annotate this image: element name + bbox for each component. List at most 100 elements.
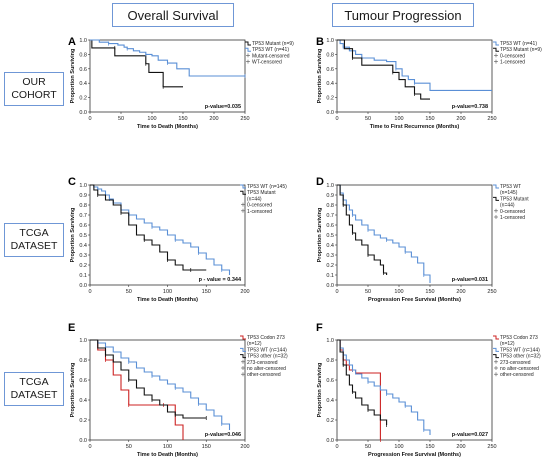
- y-tick-label: 0.8: [326, 358, 334, 364]
- x-tick-label: 0: [88, 116, 91, 122]
- x-tick-label: 0: [335, 444, 338, 450]
- p-value-label: p-value=0.046: [205, 432, 241, 438]
- y-tick-label: 1.0: [326, 338, 334, 344]
- panel-letter-c: C: [68, 176, 76, 188]
- y-tick-label: 0.3: [326, 253, 334, 259]
- legend-swatch-blue: [240, 184, 246, 189]
- x-tick-label: 50: [126, 289, 132, 295]
- survival-curve-blue: [90, 184, 231, 275]
- x-axis-label: Time to Death (Months): [137, 124, 198, 130]
- x-tick-label: 50: [118, 116, 124, 122]
- legend-swatch-blue: [493, 184, 499, 189]
- y-tick-label: 0.4: [79, 243, 87, 249]
- y-tick-label: 0.6: [326, 67, 334, 73]
- legend-entry: TP53 WT: [500, 184, 521, 190]
- x-tick-label: 150: [425, 116, 434, 122]
- x-tick-label: 100: [394, 289, 403, 295]
- legend-swatch-black: [493, 196, 499, 201]
- x-tick-label: 0: [88, 289, 91, 295]
- legend-entry: TP53 Codon 273: [500, 335, 538, 341]
- panel-letter-e: E: [68, 322, 76, 334]
- legend-swatch-blue: [245, 47, 251, 52]
- y-tick-label: 0.2: [79, 96, 87, 102]
- y-tick-label: 0.4: [79, 81, 87, 87]
- legend-entry: TP53 Mutant: [500, 196, 529, 202]
- legend-swatch-black: [240, 190, 246, 195]
- legend-swatch-black: [493, 354, 499, 359]
- legend-entry: (n=12): [247, 341, 262, 347]
- p-value-label: p-value=0.027: [452, 432, 488, 438]
- plot-frame: [336, 39, 493, 113]
- legend-entry: TP53 WT (n=41): [500, 41, 537, 47]
- legend-swatch-blue: [493, 347, 499, 352]
- row-label-line1: OUR: [22, 76, 46, 88]
- y-axis-label: Proportion Surviving: [317, 49, 323, 104]
- y-tick-label: 0.4: [326, 243, 334, 249]
- header-tumour-progression-text: Tumour Progression: [344, 7, 462, 23]
- x-tick-label: 0: [335, 289, 338, 295]
- y-tick-label: 0.8: [326, 52, 334, 58]
- survival-curve-black: [90, 39, 183, 88]
- y-tick-label: 0.2: [326, 96, 334, 102]
- legend-entry: (n=44): [500, 203, 515, 209]
- legend-entry: 1-censored: [247, 209, 272, 215]
- y-tick-label: 1.0: [79, 338, 87, 344]
- x-tick-label: 250: [487, 289, 496, 295]
- y-tick-label: 0.6: [79, 67, 87, 73]
- x-tick-label: 50: [365, 289, 371, 295]
- legend-entry: 0-censored: [247, 203, 272, 209]
- y-tick-label: 0.7: [326, 213, 334, 219]
- legend-entry: TP53 other (n=32): [247, 354, 288, 360]
- legend-swatch-red: [240, 335, 246, 340]
- y-tick-label: 0.2: [79, 418, 87, 424]
- row-label-line2: DATASET: [10, 389, 58, 401]
- x-tick-label: 150: [425, 289, 434, 295]
- x-tick-label: 50: [365, 116, 371, 122]
- y-tick-label: 0.4: [79, 398, 87, 404]
- legend-entry: 1-censored: [500, 215, 525, 221]
- y-tick-label: 0.8: [79, 203, 87, 209]
- survival-curve-blue: [90, 39, 245, 77]
- y-tick-label: 0.4: [326, 398, 334, 404]
- y-tick-label: 0.6: [79, 378, 87, 384]
- y-axis-label: Proportion Surviving: [70, 363, 76, 418]
- y-tick-label: 0.8: [79, 358, 87, 364]
- p-value-label: p-value=0.035: [205, 104, 241, 110]
- x-tick-label: 100: [394, 116, 403, 122]
- y-tick-label: 0.0: [326, 283, 334, 289]
- legend-entry: no alter-censored: [500, 366, 539, 372]
- legend-swatch-black: [493, 47, 499, 52]
- x-tick-label: 250: [240, 116, 249, 122]
- survival-curve-black: [90, 184, 207, 271]
- legend-swatch-blue: [493, 41, 499, 46]
- y-tick-label: 0.5: [79, 233, 87, 239]
- y-tick-label: 0.3: [79, 253, 87, 259]
- panel-letter-d: D: [316, 176, 324, 188]
- panel-letter-f: F: [316, 322, 323, 334]
- x-tick-label: 150: [425, 444, 434, 450]
- x-tick-label: 200: [240, 289, 249, 295]
- y-tick-label: 0.1: [326, 273, 334, 279]
- x-tick-label: 50: [126, 444, 132, 450]
- x-tick-label: 150: [202, 444, 211, 450]
- x-axis-label: Progression Free Survival (Months): [368, 452, 461, 458]
- legend-entry: 0-censored: [500, 53, 525, 59]
- x-tick-label: 250: [487, 444, 496, 450]
- x-axis-label: Time to Death (Months): [137, 297, 198, 303]
- y-tick-label: 0.7: [79, 213, 87, 219]
- y-tick-label: 0.2: [326, 418, 334, 424]
- legend-entry: TP53 Codon 273: [247, 335, 285, 341]
- legend-entry: other-censored: [500, 372, 534, 378]
- x-tick-label: 0: [88, 444, 91, 450]
- plot-frame: [336, 339, 493, 441]
- y-axis-label: Proportion Surviving: [317, 208, 323, 263]
- y-tick-label: 0.8: [326, 203, 334, 209]
- legend-entry: TP53 WT (n=145): [247, 184, 287, 190]
- x-tick-label: 100: [163, 289, 172, 295]
- row-label-line1: TCGA: [19, 227, 49, 239]
- x-tick-label: 100: [394, 444, 403, 450]
- legend-entry: Mutant-censored: [252, 53, 290, 59]
